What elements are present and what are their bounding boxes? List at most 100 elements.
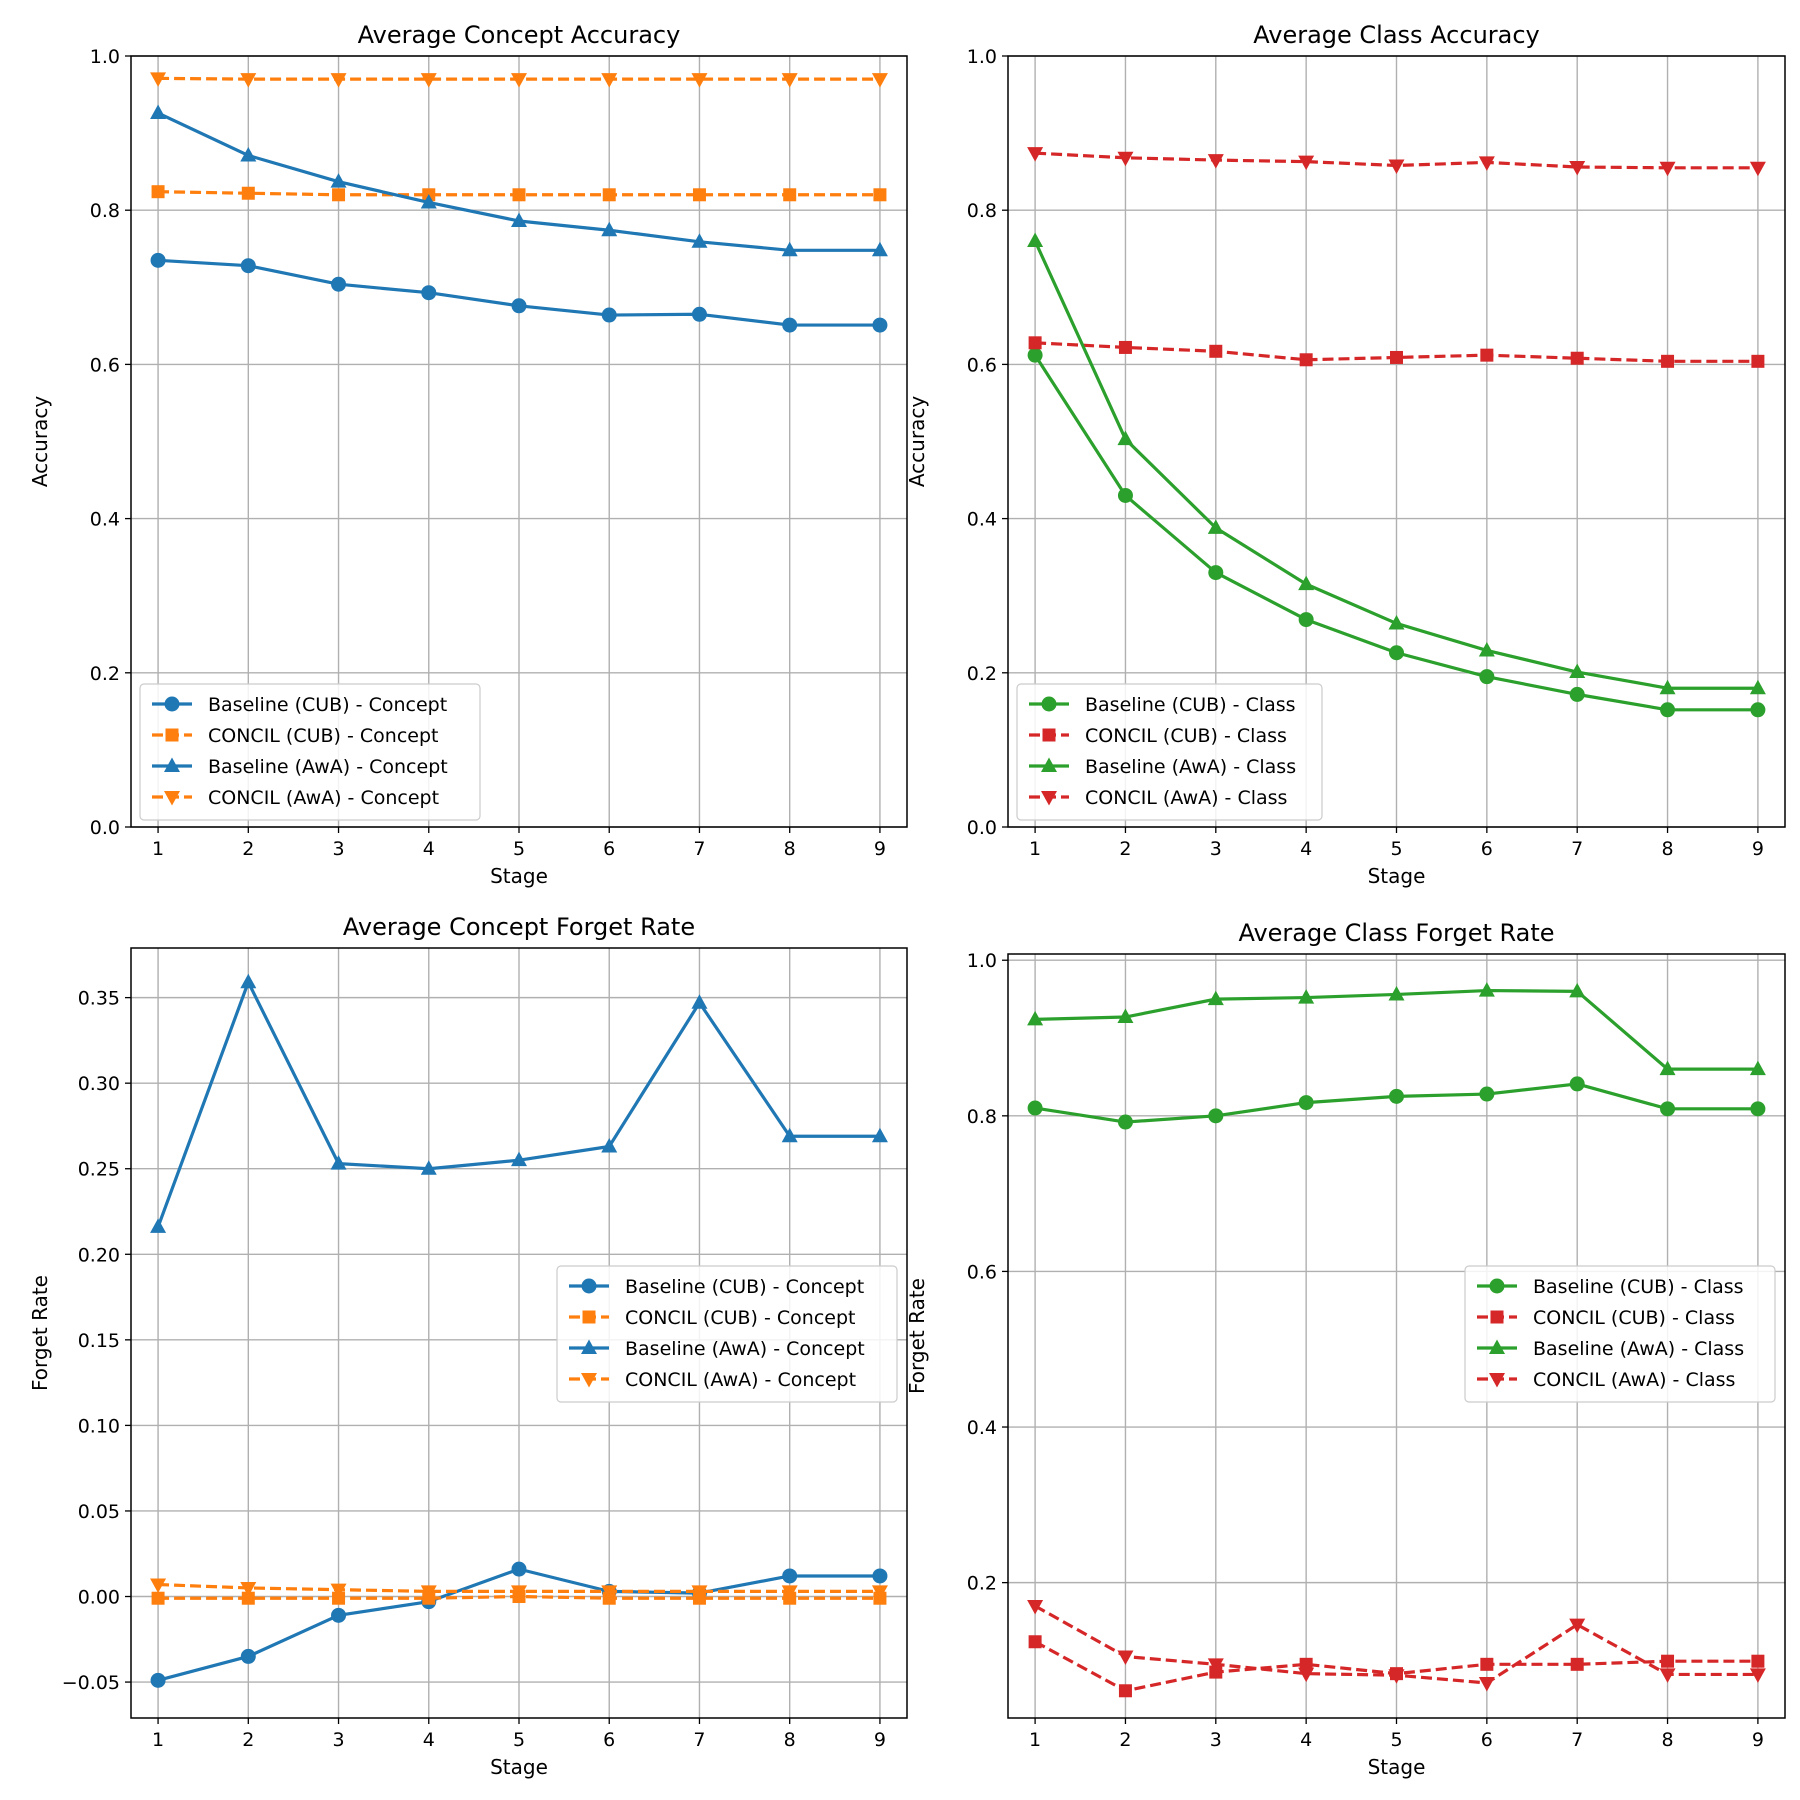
series-4	[150, 1578, 888, 1600]
y-tick-label: 0.4	[90, 509, 120, 531]
legend-label: CONCIL (AwA) - Concept	[208, 787, 439, 809]
legend-marker	[1042, 728, 1056, 742]
legend-item: CONCIL (AwA) - Class	[1477, 1369, 1735, 1391]
legend-item: Baseline (AwA) - Class	[1477, 1338, 1744, 1360]
y-tick-label: 0.6	[967, 354, 997, 376]
x-tick-label: 1	[152, 838, 164, 860]
data-point	[871, 1127, 888, 1143]
data-point	[1750, 1101, 1766, 1117]
legend-item: Baseline (CUB) - Class	[1477, 1276, 1744, 1298]
legend-marker	[1490, 1310, 1504, 1324]
chart-panel-class-acc: Average Class Accuracy 1 2 3 4 5 6 7 8 9 0.0 0.2 0.4…	[905, 21, 1786, 888]
data-point	[781, 73, 798, 88]
data-point	[1117, 1008, 1134, 1024]
y-tick-label: 0.8	[967, 200, 997, 222]
x-tick-label: 6	[603, 838, 615, 860]
legend-label: CONCIL (CUB) - Class	[1533, 1307, 1735, 1329]
data-point	[1661, 354, 1675, 368]
data-point	[330, 73, 347, 88]
data-point	[241, 1591, 255, 1605]
legend-marker	[1041, 757, 1057, 772]
x-tick-label: 3	[332, 1729, 344, 1751]
data-point	[1389, 645, 1404, 661]
series-1	[150, 252, 888, 333]
y-tick-label: 0.2	[90, 663, 120, 685]
data-point	[1117, 487, 1133, 503]
x-axis-label: Stage	[1368, 864, 1426, 888]
y-axis-label: Forget Rate	[905, 1278, 929, 1394]
data-point	[332, 1591, 346, 1605]
x-tick-label: 7	[693, 1729, 705, 1751]
x-tick-label: 2	[1119, 838, 1131, 860]
legend-item: CONCIL (AwA) - Concept	[152, 787, 439, 809]
data-point	[872, 317, 888, 333]
series-3	[150, 973, 888, 1233]
data-point	[1298, 612, 1314, 628]
data-point	[1751, 354, 1765, 368]
x-tick-label: 8	[784, 838, 796, 860]
data-point	[1659, 679, 1676, 695]
data-point	[1118, 1684, 1132, 1698]
data-point	[1478, 982, 1495, 997]
data-point	[1298, 989, 1315, 1004]
data-point	[240, 1581, 257, 1597]
data-point	[511, 1585, 527, 1600]
data-point	[1659, 161, 1676, 177]
data-point	[1388, 159, 1405, 174]
data-point	[151, 185, 165, 199]
legend-label: CONCIL (CUB) - Concept	[208, 725, 438, 747]
legend-marker	[581, 1339, 597, 1354]
y-tick-label: 1.0	[967, 46, 997, 68]
data-point	[601, 1137, 618, 1153]
data-point	[240, 146, 257, 162]
data-point	[240, 1648, 256, 1664]
x-tick-label: 8	[1661, 838, 1673, 860]
legend-label: CONCIL (CUB) - Concept	[625, 1307, 855, 1329]
data-point	[511, 73, 527, 88]
legend-box	[1464, 1265, 1776, 1403]
legend-item: Baseline (CUB) - Concept	[152, 694, 447, 716]
x-tick-label: 4	[1300, 1729, 1312, 1751]
y-axis-label: Forget Rate	[28, 1275, 52, 1391]
legend-label: Baseline (AwA) - Concept	[208, 756, 448, 778]
data-point	[781, 1127, 798, 1143]
data-point	[330, 1155, 347, 1170]
legend: Baseline (CUB) - Class CONCIL (CUB) - Cla…	[1464, 1265, 1776, 1403]
data-point	[602, 188, 616, 202]
chart-panel-class-forget: Average Class Forget Rate 1 2 3 4 5 6 7 8 9 0.2 0.4…	[905, 919, 1786, 1779]
data-point	[1389, 1088, 1404, 1104]
x-tick-label: 5	[1390, 838, 1402, 860]
chart-title: Average Concept Forget Rate	[343, 913, 695, 941]
data-point	[601, 73, 618, 88]
series-1	[1027, 1076, 1766, 1130]
data-point	[782, 1568, 798, 1584]
data-point	[1660, 1101, 1676, 1117]
legend-label: CONCIL (AwA) - Class	[1085, 787, 1287, 809]
x-tick-label: 6	[1481, 1729, 1493, 1751]
data-point	[332, 188, 346, 202]
data-point	[511, 1151, 527, 1167]
data-point	[420, 1585, 437, 1600]
legend-marker	[1489, 1339, 1505, 1354]
x-tick-label: 3	[332, 838, 344, 860]
y-tick-label: 0.15	[78, 1330, 120, 1352]
x-tick-label: 5	[513, 838, 525, 860]
data-point	[1569, 686, 1585, 702]
y-tick-label: 0.35	[78, 988, 120, 1010]
legend-label: Baseline (AwA) - Class	[1533, 1338, 1744, 1360]
data-point	[871, 73, 888, 88]
data-point	[691, 994, 708, 1009]
y-tick-label: 0.0	[90, 817, 120, 839]
data-point	[1118, 340, 1132, 354]
y-tick-label: 0.00	[78, 1587, 120, 1609]
legend-item: CONCIL (AwA) - Class	[1029, 787, 1287, 809]
y-tick-label: 0.20	[78, 1244, 120, 1266]
x-tick-label: 9	[874, 838, 886, 860]
data-point	[150, 1578, 167, 1594]
data-point	[420, 193, 437, 209]
x-tick-label: 7	[1571, 1729, 1583, 1751]
series-1	[1027, 347, 1766, 718]
data-point	[1117, 1114, 1133, 1130]
data-point	[1299, 1657, 1313, 1671]
data-point	[1570, 351, 1584, 365]
